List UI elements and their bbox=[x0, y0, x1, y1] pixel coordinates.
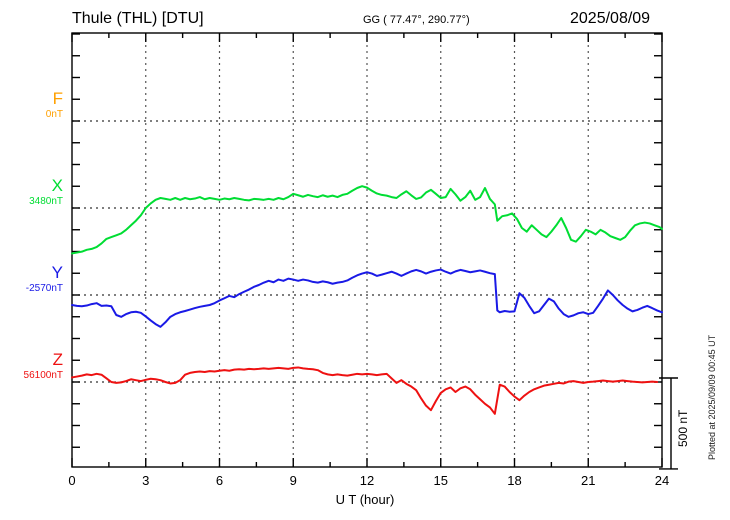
geographic-coordinates: GG ( 77.47°, 290.77°) bbox=[363, 14, 470, 26]
plotted-timestamp: Plotted at 2025/09/09 00:45 UT bbox=[707, 334, 717, 460]
component-baselines bbox=[72, 120, 662, 383]
x-tick-label: 15 bbox=[433, 473, 448, 488]
component-value-f: 0nT bbox=[45, 109, 63, 120]
component-value-z: 56100nT bbox=[23, 370, 63, 381]
component-letter-f: F bbox=[52, 89, 63, 108]
data-traces bbox=[71, 185, 663, 415]
component-label-f: F 0nT bbox=[0, 89, 63, 120]
gridlines bbox=[145, 33, 589, 467]
x-tick-label: 6 bbox=[215, 473, 224, 488]
x-tick-label: 9 bbox=[289, 473, 297, 488]
component-letter-y: Y bbox=[51, 263, 63, 282]
x-tick-label: 12 bbox=[359, 473, 375, 488]
x-axis-title: U T (hour) bbox=[335, 492, 395, 507]
x-tick-label: 3 bbox=[142, 473, 150, 488]
component-label-z: Z 56100nT bbox=[0, 350, 63, 381]
component-label-x: X 3480nT bbox=[0, 176, 63, 207]
component-label-y: Y -2570nT bbox=[0, 263, 63, 294]
x-tick-label: 0 bbox=[68, 473, 76, 488]
component-letter-z: Z bbox=[52, 350, 63, 369]
component-letter-x: X bbox=[51, 176, 63, 195]
station-title: Thule (THL) [DTU] bbox=[72, 10, 204, 27]
scale-bar-label: 500 nT bbox=[676, 409, 690, 447]
scale-bar bbox=[659, 377, 678, 470]
x-tick-label: 18 bbox=[507, 473, 522, 488]
plot-frame bbox=[71, 32, 663, 468]
component-value-y: -2570nT bbox=[25, 283, 63, 294]
observation-date: 2025/08/09 bbox=[570, 10, 651, 27]
component-value-x: 3480nT bbox=[29, 196, 63, 207]
x-tick-label: 24 bbox=[654, 473, 670, 488]
x-tick-label: 21 bbox=[581, 473, 596, 488]
